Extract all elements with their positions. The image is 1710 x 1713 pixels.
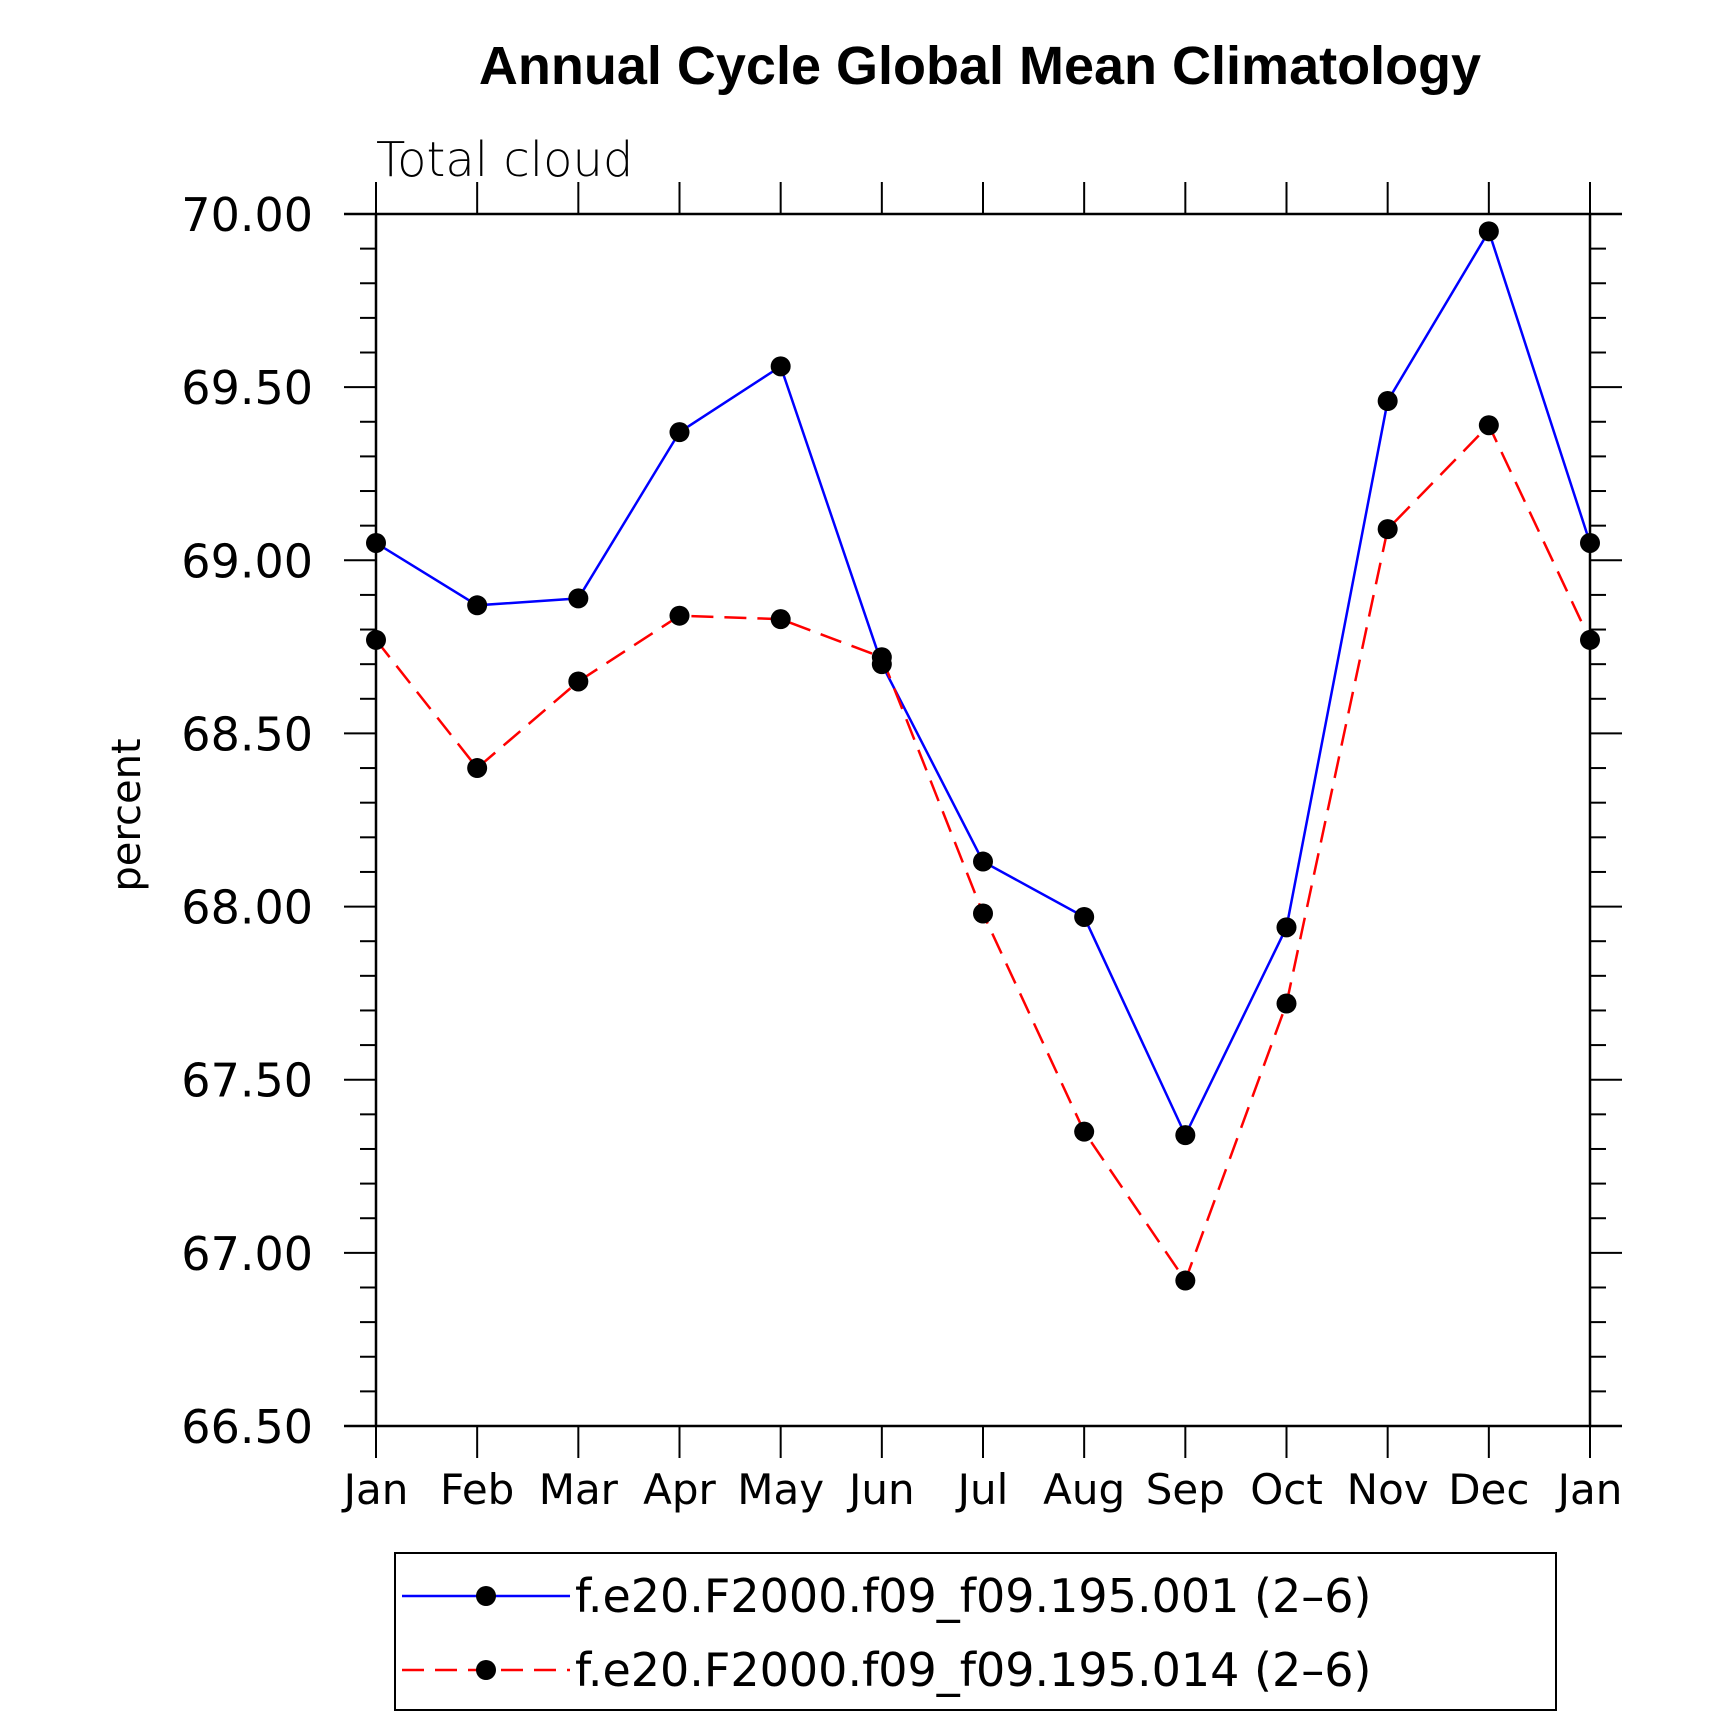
data-point-series-1	[366, 532, 386, 553]
data-point-series-1	[669, 422, 690, 443]
y-axis-label: percent	[104, 738, 150, 891]
legend-box	[394, 1552, 1557, 1711]
data-point-series-1	[1276, 917, 1297, 938]
data-point-series-1	[1580, 532, 1600, 553]
x-tick-label: Apr	[643, 1465, 716, 1514]
x-tick-label: Mar	[539, 1465, 619, 1514]
legend-label-series-1: f.e20.F2000.f09_f09.195.001 (2–6)	[575, 1569, 1371, 1623]
x-tick-label: May	[737, 1465, 824, 1514]
legend: f.e20.F2000.f09_f09.195.001 (2–6) f.e20.…	[394, 1552, 1557, 1711]
data-point-series-1	[568, 588, 589, 609]
data-point-series-1	[1377, 390, 1398, 411]
data-point-series-2	[1377, 519, 1398, 540]
y-tick-label: 69.50	[181, 361, 313, 415]
x-tick-label: Jan	[341, 1465, 409, 1514]
data-point-series-1	[1074, 906, 1095, 927]
x-tick-label: Aug	[1043, 1465, 1125, 1514]
x-tick-label: Dec	[1448, 1465, 1529, 1514]
y-axis: 66.50 67.00 67.50 68.00 68.50 69.00 69.50 70.00	[181, 188, 1622, 1454]
data-point-series-2	[467, 758, 488, 779]
y-tick-label: 70.00	[181, 188, 313, 242]
y-tick-label: 66.50	[181, 1400, 313, 1454]
y-tick-label: 68.50	[181, 707, 313, 761]
data-point-series-1	[1478, 221, 1499, 242]
data-point-series-2	[770, 609, 791, 630]
x-tick-label: Oct	[1250, 1465, 1323, 1514]
data-point-series-2	[1175, 1270, 1196, 1291]
data-point-series-2	[568, 671, 589, 692]
x-tick-label: Feb	[440, 1465, 514, 1514]
plot-frame	[344, 212, 1622, 1428]
x-axis: Jan Feb Mar Apr May Jun Jul Aug Sep Oct Nov Dec Jan	[341, 182, 1623, 1514]
data-point-series-2	[1580, 629, 1600, 650]
series-line-1	[375, 228, 1592, 1139]
y-tick-label: 67.50	[181, 1054, 313, 1108]
data-point-series-1	[467, 595, 488, 616]
data-point-series-2	[871, 647, 892, 668]
x-tick-label: Jan	[1555, 1465, 1623, 1514]
y-tick-label: 67.00	[181, 1227, 313, 1281]
data-point-series-2	[1478, 415, 1499, 436]
data-point-series-2	[1276, 993, 1297, 1014]
data-point-series-1	[1175, 1125, 1196, 1146]
data-point-series-2	[973, 903, 993, 924]
legend-marker-series-2	[476, 1660, 496, 1680]
y-tick-label: 69.00	[181, 534, 313, 588]
data-point-series-1	[770, 356, 791, 377]
plot-border	[374, 212, 1592, 1428]
y-tick-label: 68.00	[181, 881, 313, 935]
series-layer	[366, 221, 1600, 1291]
chart-title: Annual Cycle Global Mean Climatology	[479, 36, 1481, 96]
x-tick-label: Nov	[1347, 1465, 1429, 1514]
data-point-series-2	[366, 629, 386, 650]
chart-subtitle: Total cloud	[376, 132, 633, 188]
x-tick-label: Sep	[1146, 1465, 1225, 1514]
x-tick-label: Jul	[955, 1465, 1009, 1514]
data-point-series-2	[1074, 1121, 1095, 1142]
legend-marker-series-1	[476, 1586, 496, 1606]
legend-label-series-2: f.e20.F2000.f09_f09.195.014 (2–6)	[575, 1643, 1371, 1697]
data-point-series-2	[669, 605, 690, 626]
data-point-series-1	[973, 851, 993, 872]
x-tick-label: Jun	[846, 1465, 915, 1514]
